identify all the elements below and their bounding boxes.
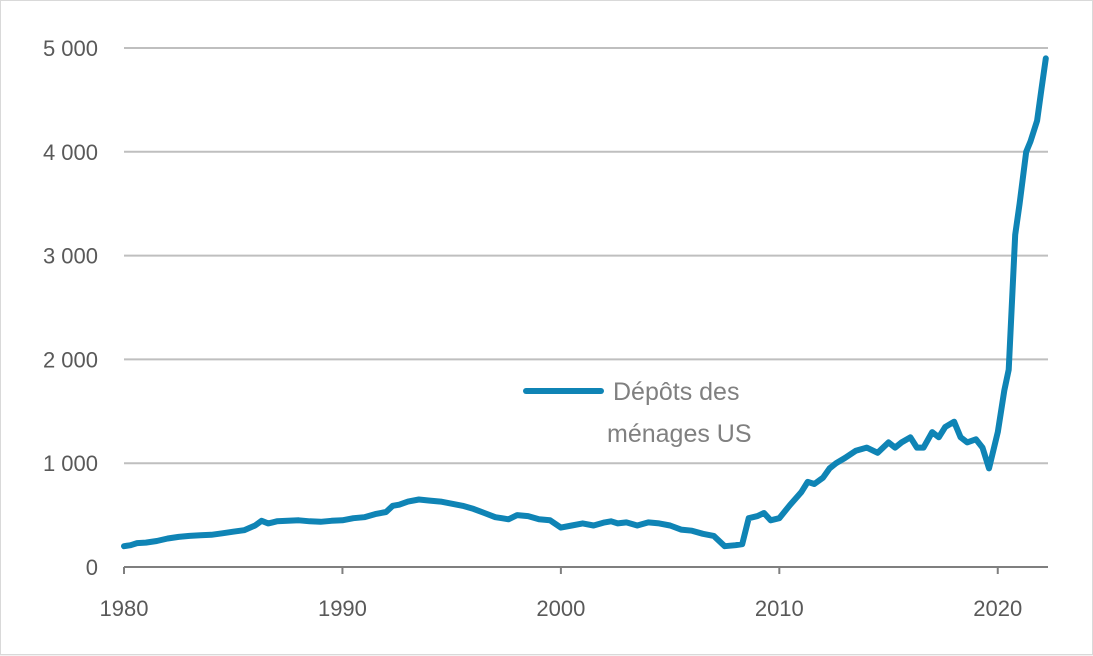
legend-label: Dépôts des — [613, 378, 739, 406]
x-tick-labels: 1980 1990 2000 2010 2020 — [100, 596, 1023, 621]
series-line-household-deposits — [121, 55, 1049, 550]
x-tick-label-1980: 1980 — [100, 596, 149, 621]
x-tick-marks — [123, 567, 999, 574]
x-tick-label-2010: 2010 — [755, 596, 804, 621]
y-tick-label-4000: 4 000 — [43, 140, 98, 165]
legend-label-line-2: ménages US — [607, 420, 752, 448]
grid-lines — [124, 47, 1048, 465]
x-tick-label-1990: 1990 — [318, 596, 367, 621]
legend: Dépôts des ménages US — [523, 378, 752, 448]
y-tick-label-0: 0 — [86, 555, 98, 580]
y-tick-labels: 0 1 000 2 000 3 000 4 000 5 000 — [43, 36, 98, 580]
x-tick-label-2020: 2020 — [973, 596, 1022, 621]
y-tick-label-5000: 5 000 — [43, 36, 98, 61]
y-tick-label-2000: 2 000 — [43, 347, 98, 372]
y-tick-label-1000: 1 000 — [43, 451, 98, 476]
y-tick-label-3000: 3 000 — [43, 244, 98, 269]
x-tick-label-2000: 2000 — [536, 596, 585, 621]
